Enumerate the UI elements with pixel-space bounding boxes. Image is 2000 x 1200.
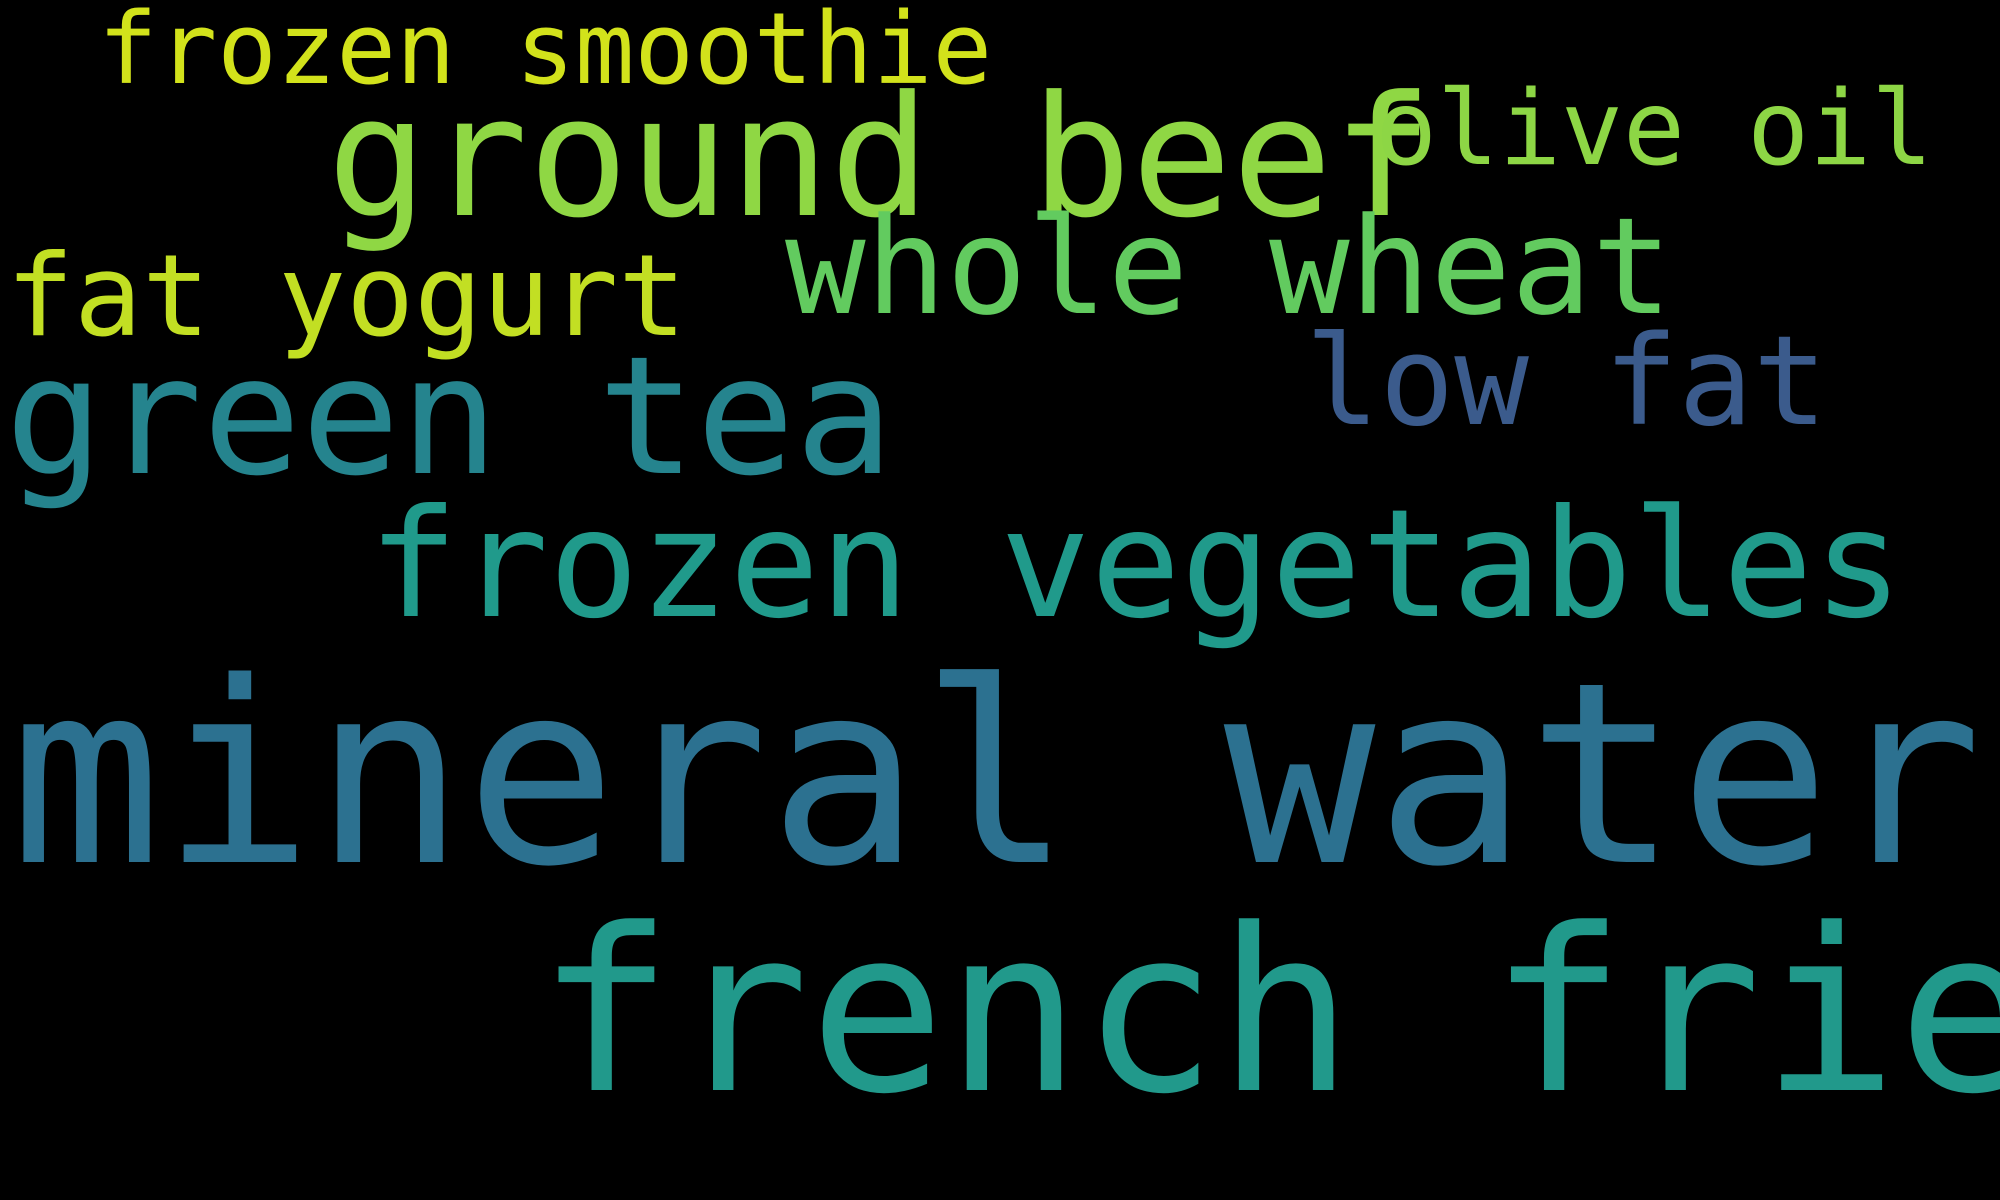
word-french-fries: french fries [537,881,2000,1144]
word-frozen-smoothie: frozen smoothie [98,0,993,107]
word-mineral-water: mineral water [10,629,1983,922]
word-ground-beef: ground beef [327,61,1433,255]
word-whole-wheat: whole wheat [785,189,1673,345]
word-green-tea: green tea [5,321,894,512]
word-olive-oil: olive oil [1375,69,1934,189]
word-frozen-vegetables: frozen vegetables [368,478,1904,652]
word-fat-yogurt: fat yogurt [6,230,687,362]
word-low-fat: low fat [1305,310,1828,454]
